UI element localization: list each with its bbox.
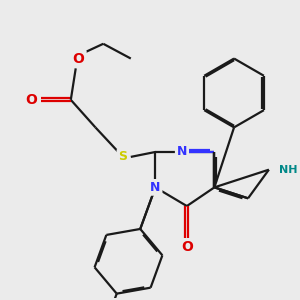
Text: O: O <box>26 93 38 107</box>
Text: N: N <box>150 181 161 194</box>
Text: NH: NH <box>279 165 297 175</box>
Text: N: N <box>177 146 187 158</box>
Text: O: O <box>181 240 193 254</box>
Text: S: S <box>118 150 127 164</box>
Text: O: O <box>73 52 85 65</box>
